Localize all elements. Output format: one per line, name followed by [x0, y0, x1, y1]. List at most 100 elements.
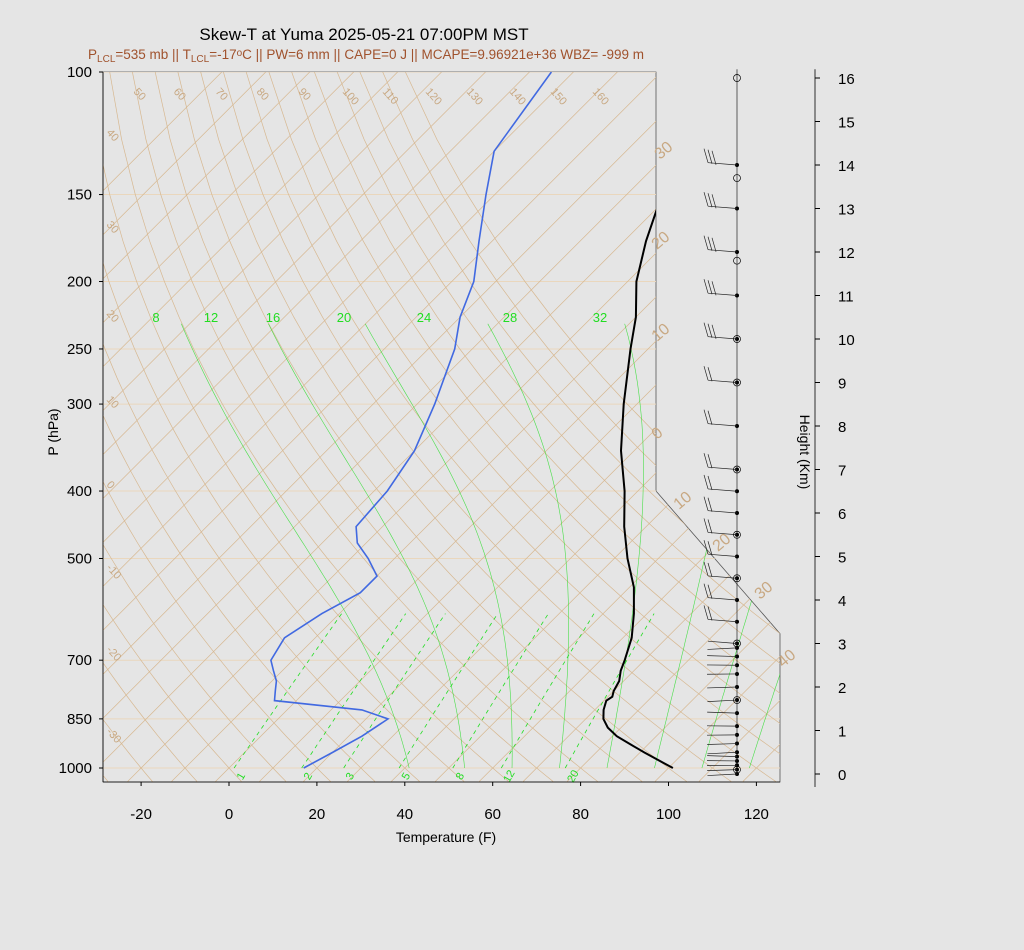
wind-barb-flag	[707, 454, 713, 469]
dry-adiabat	[103, 72, 199, 782]
isotherm-line	[103, 72, 606, 782]
wind-barb-flag	[703, 605, 709, 620]
x-tick-label: 0	[225, 806, 233, 823]
wind-barb-flag	[703, 540, 709, 555]
isotherm-line	[961, 40, 1024, 783]
isotherm-line	[103, 72, 430, 782]
isotherm-label: 160	[590, 86, 611, 108]
moist-adiabat	[749, 323, 780, 769]
wind-barb	[707, 336, 738, 340]
isotherm-c-label: 40	[775, 647, 800, 672]
wind-barb	[707, 711, 738, 714]
wind-barb-flag	[707, 236, 713, 251]
height-tick-label: 14	[838, 158, 855, 175]
height-marker-circle	[733, 256, 741, 265]
wind-barb-flag	[707, 475, 713, 491]
wind-barb-flag	[707, 410, 713, 425]
dry-adiabat	[223, 72, 778, 782]
x-tick-label: 80	[572, 806, 589, 823]
height-tick-label: 0	[838, 767, 846, 784]
isotherm-c-label: 30	[752, 579, 777, 604]
isotherm-c-label: 30	[652, 139, 677, 164]
wind-barb	[707, 488, 738, 492]
height-tick-label: 2	[838, 680, 846, 697]
isotherm-label: 90	[296, 86, 313, 103]
wind-barb	[707, 699, 738, 702]
y-tick-label: 250	[67, 341, 92, 358]
dry-adiabat	[382, 72, 780, 782]
height-marker-circle	[733, 378, 741, 387]
x-tick-label: 20	[309, 806, 326, 823]
wind-barb-flag	[711, 237, 717, 252]
isotherm-line	[103, 72, 386, 782]
isotherm-label: 120	[423, 86, 444, 108]
isotherm-line	[103, 72, 694, 782]
wind-barb-flag	[703, 148, 709, 163]
wind-barb-flag	[703, 279, 709, 294]
wind-barb-flag	[703, 561, 709, 577]
isotherm-label: 130	[464, 86, 485, 108]
height-tick-label: 13	[838, 202, 855, 219]
wind-barb	[707, 647, 738, 650]
height-tick-label: 4	[838, 593, 846, 610]
wind-barb-flag	[707, 193, 713, 208]
height-tick-label: 7	[838, 463, 846, 480]
isotherm-line	[477, 72, 780, 782]
isotherm-label: 60	[171, 86, 188, 103]
dry-adiabat	[200, 72, 734, 782]
isotherm-line	[103, 72, 254, 782]
mixing-ratio-line	[301, 613, 407, 769]
series-clip	[270, 72, 729, 769]
moist-adiabat	[181, 323, 410, 769]
y-tick-label: 200	[67, 274, 92, 291]
isotherm-line	[103, 72, 780, 782]
dry-adiabat	[154, 72, 644, 782]
isotherm-label: 20	[104, 308, 121, 325]
height-tick-label: 15	[838, 115, 855, 132]
wind-barb-flag	[703, 518, 709, 533]
height-tick-label: 6	[838, 506, 846, 523]
dry-adiabat	[103, 72, 333, 782]
wind-barb-flag	[703, 453, 709, 468]
isotherm-line	[741, 72, 780, 782]
isotherm-label: 70	[213, 86, 230, 103]
isotherm-line	[830, 40, 1024, 783]
isotherm-line	[126, 72, 780, 782]
mixing-ratio-label: 20	[565, 768, 582, 785]
dry-adiabat	[405, 72, 780, 782]
wind-barb-flag	[707, 497, 713, 512]
moist-adiabat	[364, 323, 513, 769]
grid-clip	[103, 40, 1024, 783]
dewpoint-line	[270, 72, 553, 769]
y-tick-label: 850	[67, 711, 92, 728]
x-tick-label: -20	[130, 806, 152, 823]
isotherm-line	[103, 72, 650, 782]
isotherm-label: 0	[104, 479, 117, 492]
mixing-ratio-label: 16	[266, 310, 280, 325]
isotherm-line	[103, 72, 738, 782]
height-tick-label: 16	[838, 71, 855, 88]
dry-adiabat	[103, 72, 243, 782]
wind-barb	[707, 249, 738, 253]
wind-barb	[707, 597, 738, 601]
chart-title: Skew-T at Yuma 2025-05-21 07:00PM MST	[199, 25, 528, 44]
dry-adiabat	[132, 72, 600, 782]
wind-barb	[707, 553, 738, 557]
wind-barb-flag	[703, 583, 709, 598]
dry-adiabat	[103, 72, 288, 782]
moist-adiabat	[268, 323, 465, 769]
isotherm-line	[103, 72, 342, 782]
height-tick-label: 9	[838, 376, 846, 393]
wind-barb	[707, 205, 738, 209]
isotherm-c-label: 0	[649, 424, 667, 443]
isotherm-label: -20	[104, 644, 124, 664]
y-tick-label: 100	[67, 64, 92, 81]
height-marker-circle	[733, 174, 741, 182]
dry-adiabat	[103, 72, 466, 782]
mixing-ratio-label: 20	[337, 310, 351, 325]
height-tick-label: 5	[838, 550, 846, 567]
moist-adiabat	[701, 323, 780, 769]
isotherm-line	[653, 72, 780, 782]
wind-barb-flag	[703, 409, 709, 424]
height-tick-label: 8	[838, 419, 846, 436]
